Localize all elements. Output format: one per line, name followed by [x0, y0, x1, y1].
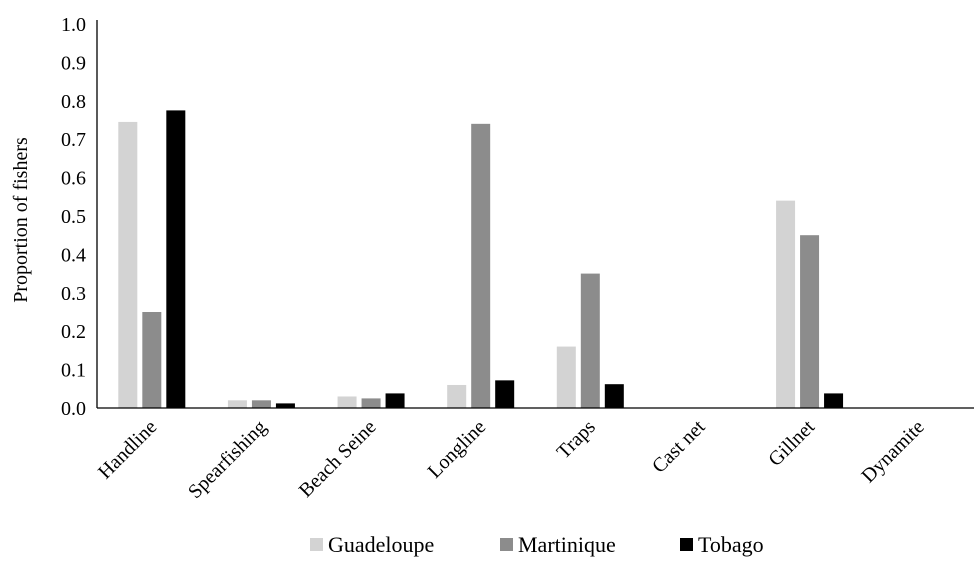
y-tick-label: 0.7 — [61, 129, 86, 151]
bar-martinique-longline — [471, 123, 491, 408]
y-tick-label: 0.9 — [61, 52, 86, 74]
bar-tobago-beach-seine — [385, 393, 405, 408]
y-axis-ticks: 0.0 0.1 0.2 0.3 0.4 0.5 0.6 0.7 0.8 0.9 1.0 — [61, 14, 86, 420]
y-tick-label: 0.8 — [61, 91, 86, 113]
category-label: Gillnet — [764, 416, 819, 471]
y-tick-label: 0.5 — [61, 206, 86, 228]
bar-guadeloupe-beach-seine — [337, 396, 357, 408]
y-tick-label: 0.3 — [61, 283, 86, 305]
category-label: Beach Seine — [295, 416, 381, 502]
bar-tobago-gillnet — [824, 393, 844, 408]
bar-martinique-gillnet — [800, 235, 820, 408]
y-tick-label: 0.0 — [61, 398, 86, 420]
bar-martinique-beach-seine — [361, 398, 381, 408]
bar-guadeloupe-gillnet — [776, 200, 796, 408]
y-tick-label: 1.0 — [61, 14, 86, 36]
category-label: Dynamite — [857, 416, 928, 487]
legend-label-martinique: Martinique — [518, 532, 616, 557]
bar-guadeloupe-traps — [556, 346, 576, 408]
legend: Guadeloupe Martinique Tobago — [310, 532, 764, 557]
bar-tobago-spearfishing — [275, 403, 295, 408]
y-tick-label: 0.4 — [61, 244, 86, 266]
y-tick-label: 0.6 — [61, 168, 86, 190]
bar-guadeloupe-longline — [447, 384, 467, 408]
bar-martinique-handline — [142, 312, 162, 408]
bars — [118, 110, 844, 409]
category-label: Handline — [94, 416, 161, 483]
bar-guadeloupe-spearfishing — [227, 400, 247, 408]
category-labels: Handline Spearfishing Beach Seine Longline T… — [94, 416, 929, 503]
bar-tobago-longline — [495, 380, 515, 408]
legend-label-guadeloupe: Guadeloupe — [328, 532, 434, 557]
legend-swatch-martinique — [500, 538, 513, 551]
category-label: Traps — [553, 416, 600, 463]
y-tick-label: 0.2 — [61, 321, 86, 343]
legend-swatch-tobago — [680, 538, 693, 551]
y-axis-title: Proportion of fishers — [10, 137, 32, 303]
category-label: Spearfishing — [184, 416, 271, 503]
bar-martinique-traps — [580, 273, 600, 408]
y-tick-label: 0.1 — [61, 360, 86, 382]
bar-tobago-traps — [604, 384, 624, 408]
bar-guadeloupe-handline — [118, 121, 138, 409]
legend-label-tobago: Tobago — [698, 532, 764, 557]
category-label: Cast net — [648, 416, 710, 478]
category-label: Longline — [424, 416, 491, 483]
legend-swatch-guadeloupe — [310, 538, 323, 551]
bar-martinique-spearfishing — [251, 400, 271, 408]
bar-tobago-handline — [166, 110, 186, 409]
